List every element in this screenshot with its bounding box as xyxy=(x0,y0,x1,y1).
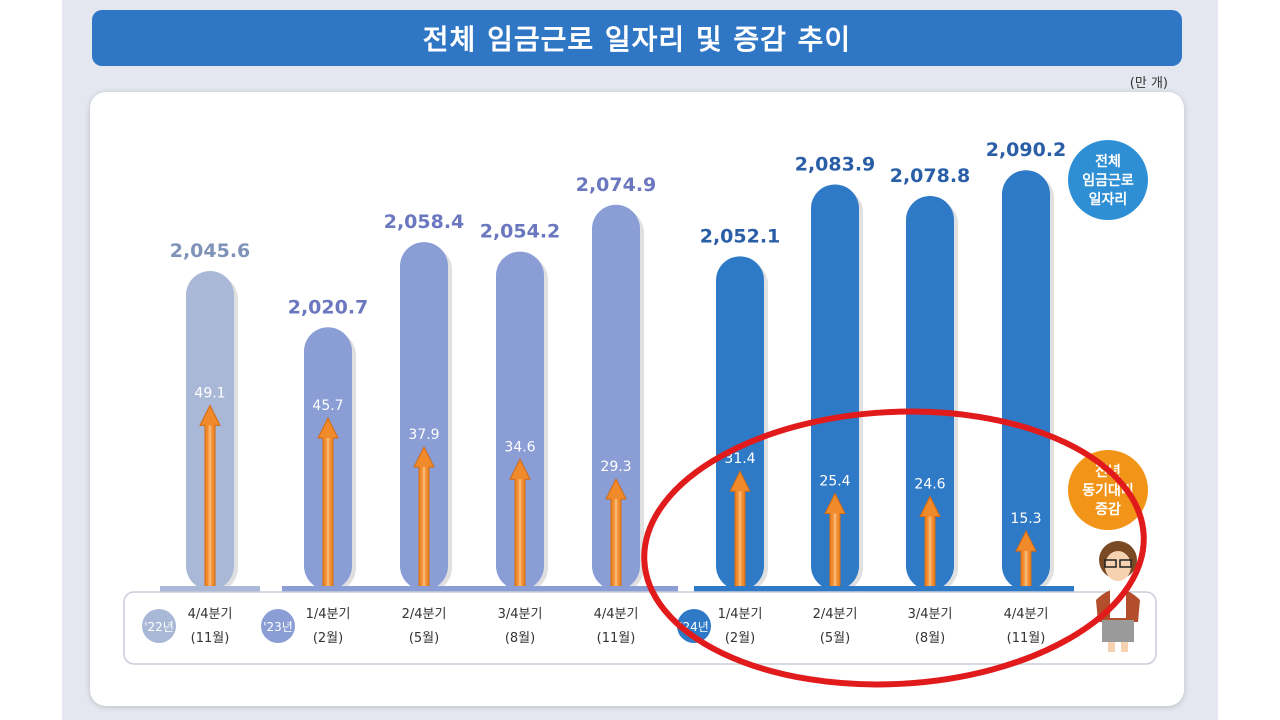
x-tick-month: (11월) xyxy=(1007,631,1046,646)
legend-total-label: 임금근로 xyxy=(1082,173,1134,189)
x-tick-quarter: 2/4분기 xyxy=(402,607,447,622)
year-badge xyxy=(677,609,711,643)
bar-total xyxy=(496,251,544,591)
legend-change-label: 증감 xyxy=(1095,501,1121,518)
x-tick-month: (5월) xyxy=(820,631,850,646)
change-value-label: 29.3 xyxy=(600,459,631,475)
change-value-label: 45.7 xyxy=(312,398,343,414)
x-tick-quarter: 4/4분기 xyxy=(594,607,639,622)
bar-value-label: 2,045.6 xyxy=(170,240,251,262)
bar-total xyxy=(906,195,954,590)
unit-label: (만 개) xyxy=(1129,76,1168,91)
annotation-circle xyxy=(641,408,1147,688)
character-glasses xyxy=(1119,559,1132,568)
bar-total xyxy=(811,184,859,590)
arrow-highlight xyxy=(326,437,330,588)
change-value-label: 49.1 xyxy=(194,385,225,401)
legend-total-bubble xyxy=(1068,140,1148,220)
x-tick-month: (8월) xyxy=(505,631,535,646)
legend-total-label: 일자리 xyxy=(1089,192,1128,208)
change-value-label: 37.9 xyxy=(408,427,439,443)
x-tick-month: (2월) xyxy=(313,631,343,646)
bar-total xyxy=(1002,170,1050,590)
bar-total xyxy=(716,256,764,590)
arrow-highlight xyxy=(738,491,742,588)
title-bar: 전체 임금근로 일자리 및 증감 추이 xyxy=(92,10,1182,66)
bar-total xyxy=(592,204,640,590)
x-tick-quarter: 1/4분기 xyxy=(718,607,763,622)
change-value-label: 34.6 xyxy=(504,439,535,455)
x-tick-quarter: 3/4분기 xyxy=(498,607,543,622)
baseline-2023 xyxy=(282,586,678,594)
arrow-highlight xyxy=(928,516,932,588)
axis-label-strip xyxy=(123,591,1157,665)
character-glasses xyxy=(1104,559,1117,568)
bar-value-label: 2,054.2 xyxy=(480,221,561,243)
x-tick-quarter: 3/4분기 xyxy=(908,607,953,622)
x-tick-month: (11월) xyxy=(191,631,230,646)
character-leg xyxy=(1108,642,1115,652)
character-leg xyxy=(1121,642,1128,652)
arrow-highlight xyxy=(518,479,522,588)
x-tick-month: (11월) xyxy=(597,631,636,646)
arrow-highlight xyxy=(614,499,618,588)
x-tick-month: (2월) xyxy=(725,631,755,646)
change-value-label: 31.4 xyxy=(724,451,755,467)
arrow-highlight xyxy=(208,425,212,588)
change-value-label: 25.4 xyxy=(819,474,850,490)
x-tick-month: (8월) xyxy=(915,631,945,646)
x-tick-quarter: 4/4분기 xyxy=(1004,607,1049,622)
change-value-label: 15.3 xyxy=(1010,511,1041,527)
bar-value-label: 2,052.1 xyxy=(700,225,781,247)
legend-change-bubble xyxy=(1068,450,1148,530)
bar-value-label: 2,078.8 xyxy=(890,165,971,187)
bar-value-label: 2,074.9 xyxy=(576,174,657,196)
arrow-highlight xyxy=(422,467,426,588)
chart-title: 전체 임금근로 일자리 및 증감 추이 xyxy=(422,23,852,56)
arrow-highlight xyxy=(1024,551,1028,588)
x-tick-quarter: 2/4분기 xyxy=(813,607,858,622)
x-tick-quarter: 4/4분기 xyxy=(188,607,233,622)
bar-value-label: 2,058.4 xyxy=(384,211,465,233)
baseline-2022 xyxy=(160,586,260,594)
bar-value-label: 2,020.7 xyxy=(288,296,369,318)
bar-value-label: 2,083.9 xyxy=(795,153,876,175)
year-badge xyxy=(142,609,176,643)
x-tick-quarter: 1/4분기 xyxy=(306,607,351,622)
character-skirt xyxy=(1102,620,1134,642)
character-face xyxy=(1105,551,1131,581)
arrow-highlight xyxy=(833,513,837,588)
baseline-2024 xyxy=(694,586,1074,594)
year-badge xyxy=(261,609,295,643)
year-badge-label: '23년 xyxy=(263,620,293,634)
legend-total-label: 전체 xyxy=(1095,153,1121,170)
year-badge-label: '22년 xyxy=(144,620,174,634)
x-tick-month: (5월) xyxy=(409,631,439,646)
bar-total xyxy=(400,242,448,591)
bar-value-label: 2,090.2 xyxy=(986,139,1067,161)
change-value-label: 24.6 xyxy=(914,476,945,492)
